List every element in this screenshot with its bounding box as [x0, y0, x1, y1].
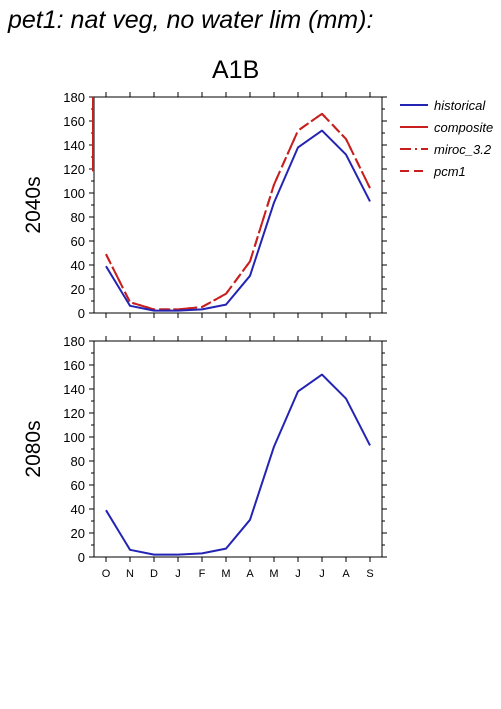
- y-tick-label: 0: [78, 306, 85, 321]
- x-tick-label: D: [150, 568, 158, 580]
- x-tick-label: N: [126, 568, 134, 580]
- series-line-pcm1: [105, 112, 371, 311]
- x-tick-label: J: [175, 568, 181, 580]
- y-tick-label: 40: [71, 258, 85, 273]
- y-tick-label: 180: [63, 334, 85, 349]
- legend-label: miroc_3.2: [434, 142, 492, 157]
- y-tick-label: 120: [63, 406, 85, 421]
- series-line-historical: [105, 129, 371, 312]
- panel-2040s: 0 20 40 60 80 100 120 140 160 180 2040s: [22, 90, 387, 321]
- x-tick-label: A: [246, 568, 254, 580]
- y-tick-label: 160: [63, 358, 85, 373]
- x-tick-label: M: [269, 568, 278, 580]
- row-label: 2040s: [22, 176, 45, 233]
- y-tick-label: 80: [71, 454, 85, 469]
- y-tick-label: 100: [63, 430, 85, 445]
- x-tick-label: O: [102, 568, 111, 580]
- x-tick-label: M: [221, 568, 230, 580]
- y-tick-label: 100: [63, 186, 85, 201]
- x-tick-label: J: [319, 568, 325, 580]
- legend-label: pcm1: [433, 164, 466, 179]
- y-tick-label: 60: [71, 478, 85, 493]
- y-tick-label: 160: [63, 114, 85, 129]
- y-tick-label: 40: [71, 502, 85, 517]
- legend-label: composite: [434, 120, 493, 135]
- plot-frame: [93, 340, 383, 558]
- y-tick-label: 20: [71, 282, 85, 297]
- y-tick-label: 140: [63, 382, 85, 397]
- page-title: pet1: nat veg, no water lim (mm):: [8, 6, 374, 34]
- panel-2080s: 0 20 40 60 80 100 120 140 160 180 O N D J F M A M J J A S 2080…: [22, 334, 387, 580]
- row-label: 2080s: [22, 420, 45, 477]
- y-tick-label: 120: [63, 162, 85, 177]
- y-tick-label: 140: [63, 138, 85, 153]
- x-tick-label: J: [295, 568, 301, 580]
- y-tick-label: 0: [78, 550, 85, 565]
- y-tick-label: 80: [71, 210, 85, 225]
- series-line-historical: [105, 373, 371, 556]
- scenario-title: A1B: [212, 56, 260, 84]
- x-tick-label: A: [342, 568, 350, 580]
- y-tick-label: 60: [71, 234, 85, 249]
- legend-label: historical: [434, 98, 486, 113]
- series-line-miroc-3-2: [105, 112, 371, 311]
- x-tick-label: S: [366, 568, 373, 580]
- plot-frame: [93, 96, 383, 314]
- y-tick-label: 180: [63, 90, 85, 105]
- y-tick-label: 20: [71, 526, 85, 541]
- legend: historical composite miroc_3.2 pcm1: [400, 98, 493, 179]
- x-tick-label: F: [199, 568, 206, 580]
